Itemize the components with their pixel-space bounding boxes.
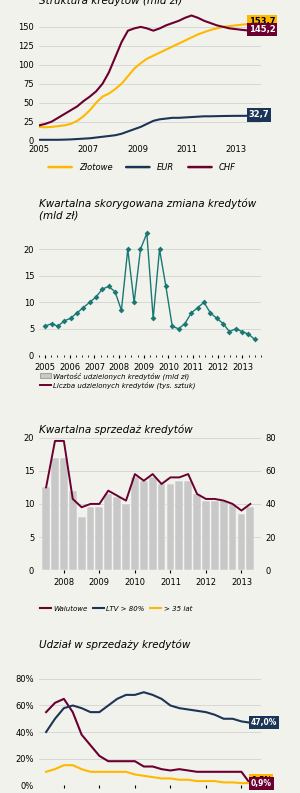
Bar bbox=[211, 500, 219, 570]
Bar bbox=[87, 508, 94, 570]
Text: 32,7: 32,7 bbox=[249, 110, 269, 120]
Text: Kwartalna sprzedaż kredytów: Kwartalna sprzedaż kredytów bbox=[39, 425, 193, 435]
Bar bbox=[246, 508, 254, 570]
Bar bbox=[158, 484, 166, 570]
Text: 153,7: 153,7 bbox=[249, 17, 275, 26]
Text: Złotowe: Złotowe bbox=[79, 163, 112, 171]
Bar bbox=[95, 508, 103, 570]
Bar bbox=[131, 477, 139, 570]
Bar bbox=[167, 484, 174, 570]
Text: EUR: EUR bbox=[157, 163, 174, 171]
Text: 1,5%: 1,5% bbox=[251, 776, 272, 784]
Text: 47,0%: 47,0% bbox=[251, 718, 277, 727]
Text: Kwartalna skorygowana zmiana kredytów
(mld zł): Kwartalna skorygowana zmiana kredytów (m… bbox=[39, 198, 256, 220]
Bar bbox=[122, 504, 130, 570]
Bar bbox=[220, 500, 228, 570]
Bar bbox=[229, 504, 236, 570]
Text: CHF: CHF bbox=[219, 163, 236, 171]
Text: 0,9%: 0,9% bbox=[251, 780, 272, 788]
Bar bbox=[69, 491, 77, 570]
Bar bbox=[42, 488, 50, 570]
Legend: Walutowe, LTV > 80%, > 35 lat: Walutowe, LTV > 80%, > 35 lat bbox=[40, 606, 192, 611]
Bar bbox=[149, 477, 157, 570]
Bar bbox=[113, 497, 121, 570]
Bar bbox=[51, 458, 59, 570]
Text: Udział w sprzedaży kredytów: Udział w sprzedaży kredytów bbox=[39, 640, 190, 650]
Bar bbox=[60, 458, 68, 570]
Bar bbox=[104, 494, 112, 570]
Text: Struktura kredytów (mld zł): Struktura kredytów (mld zł) bbox=[39, 0, 182, 6]
Bar bbox=[78, 517, 86, 570]
Bar bbox=[202, 500, 210, 570]
Bar bbox=[176, 481, 183, 570]
Bar bbox=[184, 481, 192, 570]
Bar bbox=[238, 514, 245, 570]
Bar bbox=[193, 494, 201, 570]
Legend: Wartość udzielonych kredytów (mld zł), Liczba udzielonych kredytów (tys. sztuk): Wartość udzielonych kredytów (mld zł), L… bbox=[40, 372, 196, 389]
Text: 145,2: 145,2 bbox=[249, 25, 275, 34]
Bar bbox=[140, 481, 148, 570]
